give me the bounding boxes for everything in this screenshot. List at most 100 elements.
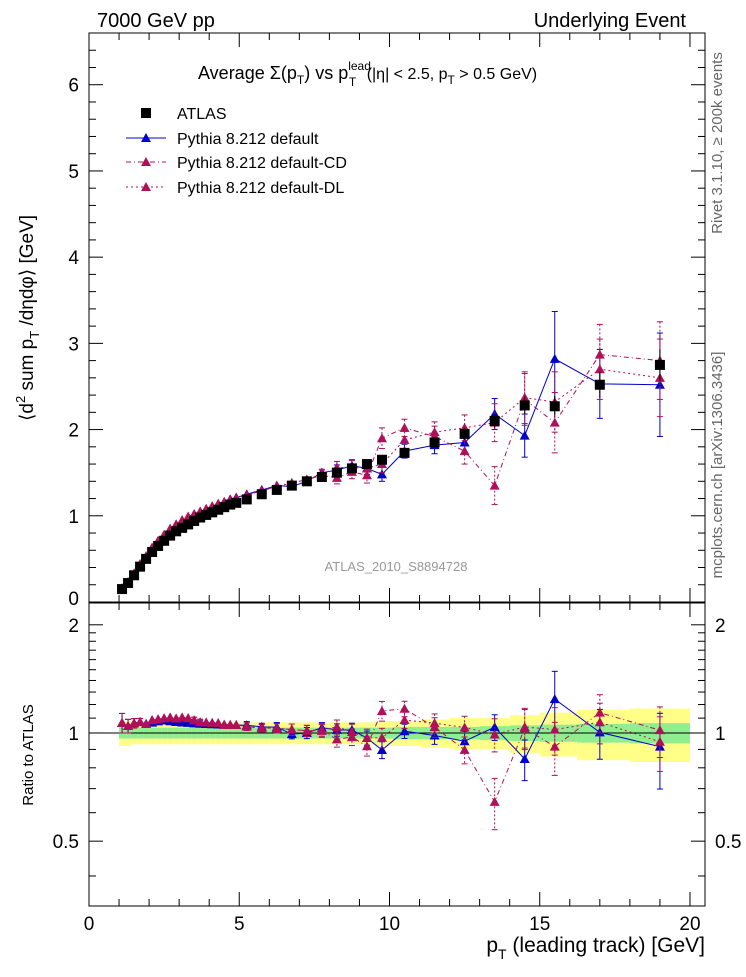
ratio-point	[331, 721, 342, 731]
title-tail1: (|η| < 2.5, p	[362, 66, 447, 83]
x-tick-label: 10	[379, 914, 400, 935]
ratio-point	[399, 726, 410, 736]
data-point	[594, 349, 605, 359]
data-point	[376, 454, 387, 465]
y-tick-label: 5	[68, 162, 79, 183]
title-sub2: T	[349, 75, 357, 89]
legend-marker	[141, 182, 151, 191]
ratio-point	[177, 717, 188, 727]
axes: 0 5 10 15 20 0 1 2 3 4 5 6 0.5 0.5 1 1 2 2	[53, 32, 741, 935]
ratio-point	[177, 712, 188, 722]
ratio-point	[316, 724, 327, 734]
ratio-point	[459, 722, 470, 732]
ratio-tick-label-right: 2	[715, 616, 726, 637]
ratio-plot-frame	[88, 602, 706, 907]
data-point	[141, 553, 152, 564]
data-point	[399, 434, 410, 444]
x-tick-label: 0	[84, 914, 95, 935]
data-point	[519, 430, 530, 440]
xlabel-b: (leading track) [GeV]	[507, 934, 705, 957]
y-tick-label: 6	[68, 76, 79, 97]
title-tail2: > 0.5 GeV)	[455, 66, 537, 83]
ylabel-c: /dηdφ⟩ [GeV]	[17, 215, 38, 331]
data-point	[256, 489, 267, 500]
data-point	[316, 471, 327, 482]
data-point	[153, 540, 164, 551]
data-point	[429, 437, 440, 448]
data-point	[147, 546, 158, 557]
series-atlas	[117, 349, 665, 595]
y-tick-label: 0	[68, 589, 79, 610]
header-right: Underlying Event	[534, 10, 687, 32]
x-tick-label: 5	[234, 914, 245, 935]
ratio-point	[376, 705, 387, 715]
ratio-point	[549, 724, 560, 734]
legend-label: Pythia 8.212 default-CD	[177, 155, 347, 172]
data-point	[399, 422, 410, 432]
data-point	[271, 484, 282, 495]
data-point	[183, 519, 194, 530]
series-line	[121, 354, 660, 589]
ratio-point	[489, 722, 500, 732]
data-point	[231, 497, 242, 508]
ratio-point	[189, 715, 200, 725]
ratio-point	[519, 753, 530, 763]
series-layer	[117, 310, 665, 831]
title-sub1: T	[297, 73, 305, 87]
data-point	[195, 512, 206, 523]
data-point	[123, 578, 134, 589]
x-tick-label: 15	[529, 914, 550, 935]
ratio-point	[399, 715, 410, 725]
y-tick-label: 4	[68, 248, 79, 269]
rivet-label: Rivet 3.1.10, ≥ 200k events	[709, 52, 726, 234]
y-tick-label: 3	[68, 334, 79, 355]
data-point	[654, 359, 665, 370]
ratio-point	[459, 736, 470, 746]
data-point	[489, 415, 500, 426]
data-point	[171, 526, 182, 537]
xlabel-a: p	[486, 934, 498, 957]
y-tick-label: 2	[68, 421, 79, 442]
legend-entry: Pythia 8.212 default-CD	[126, 155, 347, 172]
analysis-watermark: ATLAS_2010_S8894728	[325, 559, 468, 574]
ratio-point	[489, 729, 500, 739]
legend-label: Pythia 8.212 default	[177, 131, 319, 148]
ratio-point	[231, 720, 242, 730]
ratio-point	[361, 732, 372, 742]
ratio-point	[594, 717, 605, 727]
header-left: 7000 GeV pp	[97, 10, 215, 32]
legend-label: Pythia 8.212 default-DL	[177, 180, 344, 197]
ratio-point	[346, 726, 357, 736]
ratio-point	[213, 718, 224, 728]
x-tick-label: 20	[679, 914, 700, 935]
data-point	[549, 401, 560, 412]
ratio-tick-label-right: 0.5	[715, 832, 741, 853]
data-point	[361, 459, 372, 470]
data-point	[459, 437, 470, 447]
ratio-point	[429, 718, 440, 728]
legend-entry: Pythia 8.212 default	[126, 131, 319, 148]
y-tick-label: 1	[68, 507, 79, 528]
data-point	[594, 379, 605, 390]
ratio-point	[256, 723, 267, 733]
data-point	[177, 522, 188, 533]
ratio-point	[135, 716, 146, 726]
legend-label: ATLAS	[177, 106, 227, 123]
series-line	[121, 368, 660, 589]
data-point	[117, 584, 128, 595]
data-point	[189, 515, 200, 526]
ratio-point	[123, 721, 134, 731]
title-sub3: T	[448, 73, 456, 87]
data-point	[225, 499, 236, 510]
ratio-point	[489, 796, 500, 806]
data-point	[301, 476, 312, 487]
title-main: Average Σ(p	[198, 63, 297, 83]
data-point	[346, 463, 357, 474]
ratio-point	[141, 718, 152, 728]
data-point	[207, 507, 218, 518]
data-point	[219, 502, 230, 513]
ylabel-a: ⟨d	[17, 403, 38, 421]
title-mid: ) vs p	[304, 63, 348, 83]
